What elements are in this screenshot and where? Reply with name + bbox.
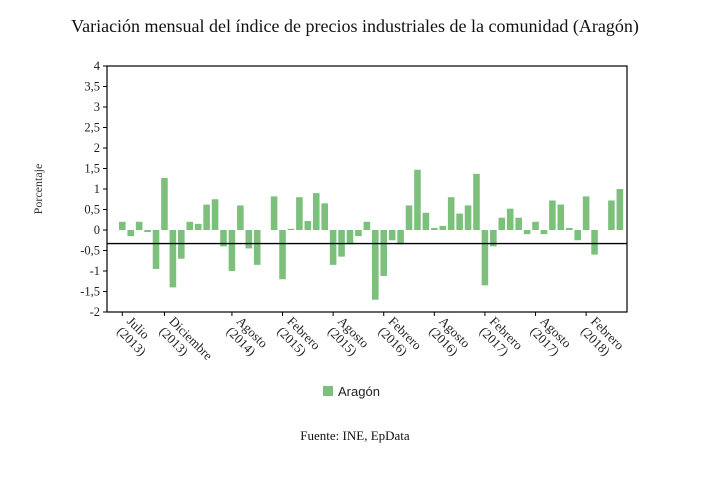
- y-tick-label: 3: [94, 100, 100, 114]
- y-tick-label: 3,5: [84, 80, 100, 94]
- plot-frame: [106, 65, 628, 313]
- bar: [473, 173, 480, 230]
- bar: [220, 230, 227, 247]
- x-axis-ticks: Julio(2013) Diciembre(2013) Agosto(2014) Fe…: [114, 312, 627, 363]
- bar: [515, 217, 522, 230]
- bar: [447, 197, 455, 230]
- y-tick-label: -0,5: [80, 244, 100, 258]
- y-tick-label: -2: [90, 305, 100, 319]
- bar: [490, 230, 497, 247]
- y-tick-label: -1: [90, 264, 100, 278]
- bar: [582, 196, 590, 230]
- bar: [169, 230, 177, 288]
- y-axis-label: Porcentaje: [31, 164, 45, 215]
- y-tick-label: 4: [94, 59, 101, 73]
- bar: [523, 230, 531, 235]
- bar: [532, 221, 539, 230]
- y-tick-label: 0: [94, 223, 100, 237]
- bar: [279, 230, 286, 280]
- bar: [203, 204, 210, 230]
- bar: [608, 200, 615, 230]
- bar: [211, 199, 219, 230]
- y-axis-ticks: 4 3,5 3 2,5 2 1,5 1 0,5 0 -0,5 -1 -1,5 -2: [80, 59, 107, 319]
- bar: [498, 217, 506, 230]
- bar: [152, 230, 160, 269]
- bar: [422, 212, 430, 230]
- bar: [439, 225, 447, 230]
- bar-series: [119, 169, 624, 300]
- source-note: Fuente: INE, EpData: [300, 428, 410, 443]
- bar: [186, 221, 194, 230]
- bar: [431, 227, 438, 230]
- bar: [405, 205, 413, 230]
- bar: [321, 203, 328, 230]
- bar: [237, 205, 244, 230]
- y-tick-label: 2,5: [84, 121, 100, 135]
- bar: [119, 221, 126, 230]
- bar: [296, 197, 303, 230]
- bar: [245, 230, 253, 249]
- legend-swatch: [323, 386, 333, 396]
- bar: [557, 204, 565, 230]
- bar: [456, 213, 463, 230]
- bar: [228, 230, 236, 271]
- bar: [287, 228, 295, 230]
- bar: [135, 221, 143, 230]
- bar: [540, 230, 548, 235]
- bar: [549, 200, 556, 230]
- bar: [591, 230, 598, 255]
- bar: [253, 230, 261, 265]
- bar: [329, 230, 337, 265]
- chart-title: Variación mensual del índice de precios …: [71, 16, 639, 36]
- bar: [346, 230, 354, 245]
- bar: [144, 230, 151, 233]
- bar: [574, 230, 581, 241]
- bar: [481, 230, 489, 286]
- y-tick-label: 0,5: [84, 203, 100, 217]
- bar: [464, 205, 472, 230]
- y-tick-label: -1,5: [80, 285, 100, 299]
- y-tick-label: 1,5: [84, 162, 100, 176]
- bar: [312, 193, 320, 230]
- bar: [270, 196, 278, 230]
- bar: [372, 230, 379, 300]
- y-tick-label: 2: [94, 141, 100, 155]
- bar: [380, 230, 388, 276]
- bar: [363, 221, 371, 230]
- bar: [127, 230, 135, 237]
- y-tick-label: 1: [94, 182, 100, 196]
- bar: [565, 227, 573, 230]
- bar: [616, 189, 624, 230]
- bar: [161, 177, 168, 230]
- bar: [355, 230, 362, 237]
- bar: [194, 223, 202, 230]
- bar: [506, 208, 514, 230]
- bar: [178, 230, 185, 259]
- bar: [397, 230, 404, 245]
- legend-label: Aragón: [338, 384, 380, 399]
- bar: [414, 169, 421, 230]
- bar: [388, 230, 396, 241]
- bar: [304, 220, 312, 230]
